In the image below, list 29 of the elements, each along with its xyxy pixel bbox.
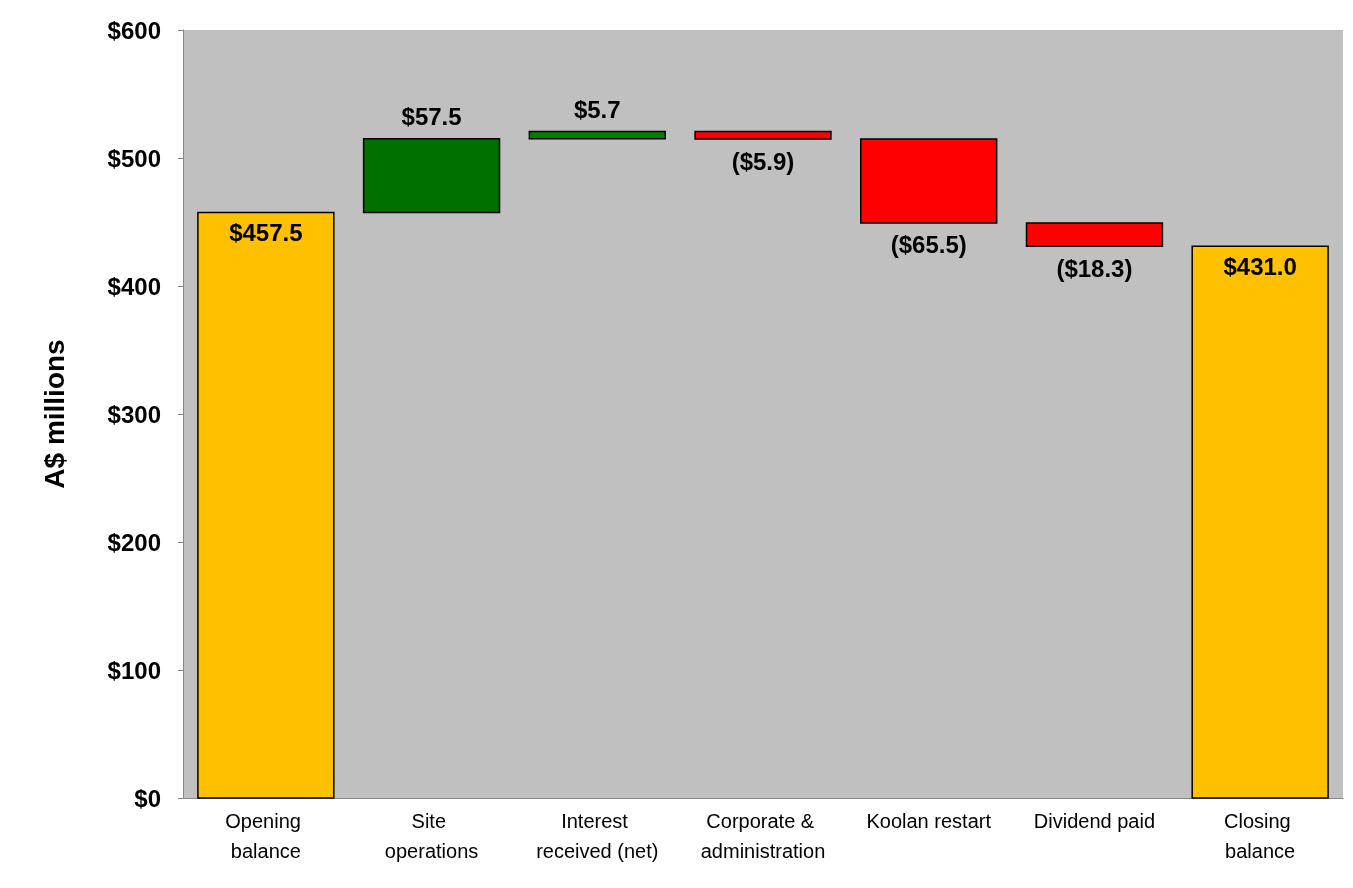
x-tick-label: Closing balance bbox=[1224, 810, 1297, 862]
y-tick-label: $200 bbox=[107, 528, 161, 556]
x-tick-label: Interest received (net) bbox=[536, 810, 659, 862]
y-tick-label: $100 bbox=[107, 656, 161, 684]
y-axis-title: A$ millions bbox=[38, 339, 70, 489]
y-tick-label: $300 bbox=[107, 400, 161, 428]
data-label: $431.0 bbox=[1223, 252, 1297, 280]
x-tick-label: Corporate & administration bbox=[700, 810, 826, 862]
x-tick-label: Site operations bbox=[384, 810, 479, 862]
y-tick-label: $0 bbox=[134, 784, 161, 812]
data-label: $57.5 bbox=[401, 103, 462, 131]
data-label: $5.7 bbox=[573, 96, 621, 123]
data-label: ($18.3) bbox=[1056, 254, 1133, 282]
bar bbox=[860, 138, 998, 224]
bar bbox=[362, 138, 501, 214]
data-label: $457.5 bbox=[229, 218, 303, 246]
data-label: ($65.5) bbox=[890, 231, 967, 259]
data-label: ($5.9) bbox=[731, 147, 795, 175]
y-tick-label: $500 bbox=[107, 144, 161, 172]
x-tick-label: Dividend paid bbox=[1033, 810, 1156, 832]
y-tick-label: $600 bbox=[107, 16, 161, 44]
bar bbox=[1191, 245, 1329, 799]
bar bbox=[694, 130, 832, 140]
y-tick-label: $400 bbox=[107, 272, 161, 300]
x-tick-label: Opening balance bbox=[225, 810, 307, 862]
bar bbox=[1025, 222, 1164, 248]
bar bbox=[528, 130, 666, 140]
bar bbox=[197, 211, 335, 799]
x-tick-label: Koolan restart bbox=[866, 810, 992, 832]
